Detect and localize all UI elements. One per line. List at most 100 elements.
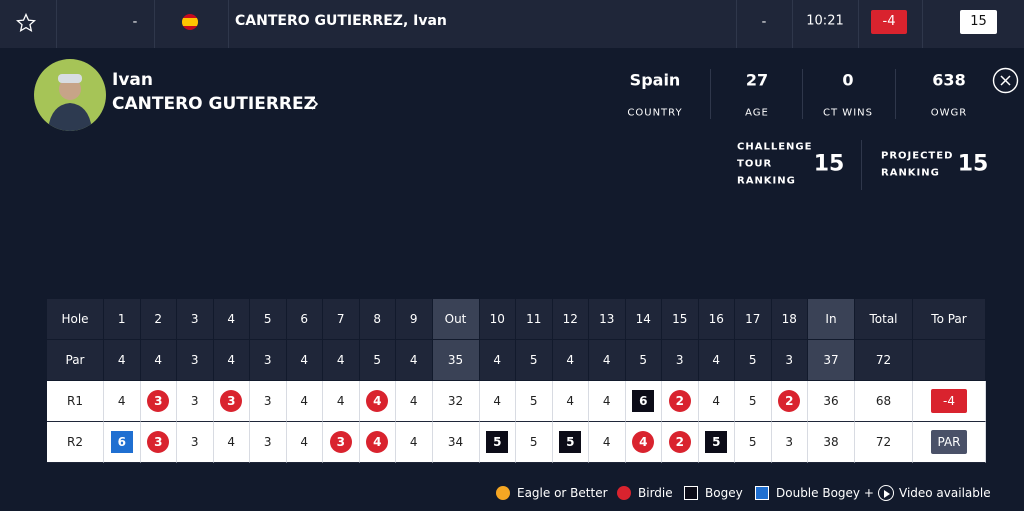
cell: 5	[625, 340, 662, 381]
score: 4	[336, 394, 345, 408]
last-name[interactable]: CANTERO GUTIERREZ	[112, 94, 316, 114]
favorite-star[interactable]	[16, 13, 36, 33]
cell: 4	[396, 340, 433, 381]
score: 4	[602, 435, 611, 449]
cell: 3	[177, 299, 214, 340]
cell: 4	[104, 381, 141, 422]
cell: 3	[250, 422, 287, 463]
cell: 4	[479, 340, 516, 381]
cell: 35	[432, 340, 480, 381]
avatar	[34, 59, 106, 131]
cell: 4	[396, 422, 433, 463]
score-birdie: 3	[220, 390, 243, 412]
ranking-label: CHALLENGE	[737, 141, 813, 153]
cell: 4	[323, 381, 360, 422]
score-birdie: 3	[147, 431, 170, 453]
legend-label: Video available	[899, 486, 991, 500]
cell: 2	[140, 299, 177, 340]
header-cell: 4	[566, 353, 575, 367]
score-bogey: 6	[632, 390, 655, 412]
score: 4	[602, 394, 611, 408]
legend-icon	[878, 485, 894, 501]
cell: 4	[552, 340, 589, 381]
cell: 4	[104, 340, 141, 381]
cell: 6	[286, 299, 323, 340]
score-under: -4	[931, 389, 967, 413]
score-birdie: 3	[329, 431, 352, 453]
player-name[interactable]: CANTERO GUTIERREZ, Ivan	[235, 13, 447, 29]
cell: 3	[213, 381, 250, 422]
cell: 3	[177, 381, 214, 422]
cell: 4	[359, 381, 396, 422]
cell: 1	[104, 299, 141, 340]
header-cell: 3	[785, 353, 794, 367]
chevron[interactable]	[310, 97, 320, 111]
score-birdie: 2	[778, 390, 801, 412]
cell: Par	[47, 340, 104, 381]
play-arrow	[884, 489, 890, 498]
cell: 4	[213, 299, 250, 340]
ranking-label: RANKING	[737, 175, 796, 187]
cell: 38	[808, 422, 855, 463]
scorecard: Hole 1 2 3 4 5 6 7 8 9 Out 10 11 12 13 14 15 16 17 18 In Tota…	[47, 299, 986, 463]
cell: 3	[177, 340, 214, 381]
cell: Out	[432, 299, 480, 340]
cell: 3	[323, 422, 360, 463]
header-cell: 2	[154, 312, 163, 326]
cell: 5	[479, 422, 516, 463]
close-button[interactable]	[992, 67, 1019, 94]
cell: -4	[913, 381, 986, 422]
cell: 17	[735, 299, 772, 340]
header-cell: 3	[190, 353, 199, 367]
ranking-value: 15	[957, 151, 989, 177]
cell: In	[808, 299, 855, 340]
cell: 5	[552, 422, 589, 463]
score: 4	[712, 394, 721, 408]
cell: 15	[662, 299, 699, 340]
cell: 37	[808, 340, 855, 381]
cell: 4	[698, 381, 735, 422]
cell: 4	[286, 381, 323, 422]
header-cell: 35	[447, 353, 464, 367]
cell: 7	[323, 299, 360, 340]
cell: 4	[589, 381, 626, 422]
legend-icon	[496, 486, 510, 500]
cell: 14	[625, 299, 662, 340]
header-cell: 4	[227, 312, 236, 326]
score-birdie: 3	[147, 390, 170, 412]
score: 3	[263, 394, 272, 408]
ranking-label: RANKING	[881, 167, 940, 178]
cell: 3	[250, 381, 287, 422]
cell: 5	[250, 299, 287, 340]
top-bar[interactable]: - CANTERO GUTIERREZ, Ivan - 10:21 -4 15	[0, 0, 1024, 48]
cell: 9	[396, 299, 433, 340]
cell: 11	[516, 299, 553, 340]
cell: 3	[140, 422, 177, 463]
score: 5	[748, 435, 757, 449]
stat-label: OWGR	[930, 107, 968, 119]
stat-label: CT WINS	[823, 107, 873, 119]
cell: 10	[479, 299, 516, 340]
rank-badge: 15	[960, 10, 997, 34]
score: 4	[409, 394, 418, 408]
cell: 4	[359, 422, 396, 463]
score: 4	[300, 435, 309, 449]
score-birdie: 2	[668, 431, 691, 453]
header-cell: 3	[675, 353, 684, 367]
score: 72	[875, 435, 892, 449]
score: 38	[823, 435, 839, 449]
header-cell: 10	[489, 312, 505, 326]
cell: 6	[104, 422, 141, 463]
score: R1	[67, 394, 83, 408]
score-double: 6	[110, 431, 133, 453]
cell: 3	[662, 340, 699, 381]
header-cell: 72	[875, 353, 892, 367]
score: 5	[529, 435, 538, 449]
header-cell: 5	[748, 353, 757, 367]
header-cell: 16	[708, 312, 724, 326]
header-cell: Out	[444, 312, 467, 326]
header-cell: In	[825, 312, 837, 326]
header-cell: 8	[373, 312, 382, 326]
cell: 4	[286, 340, 323, 381]
header-cell: 3	[190, 312, 199, 326]
